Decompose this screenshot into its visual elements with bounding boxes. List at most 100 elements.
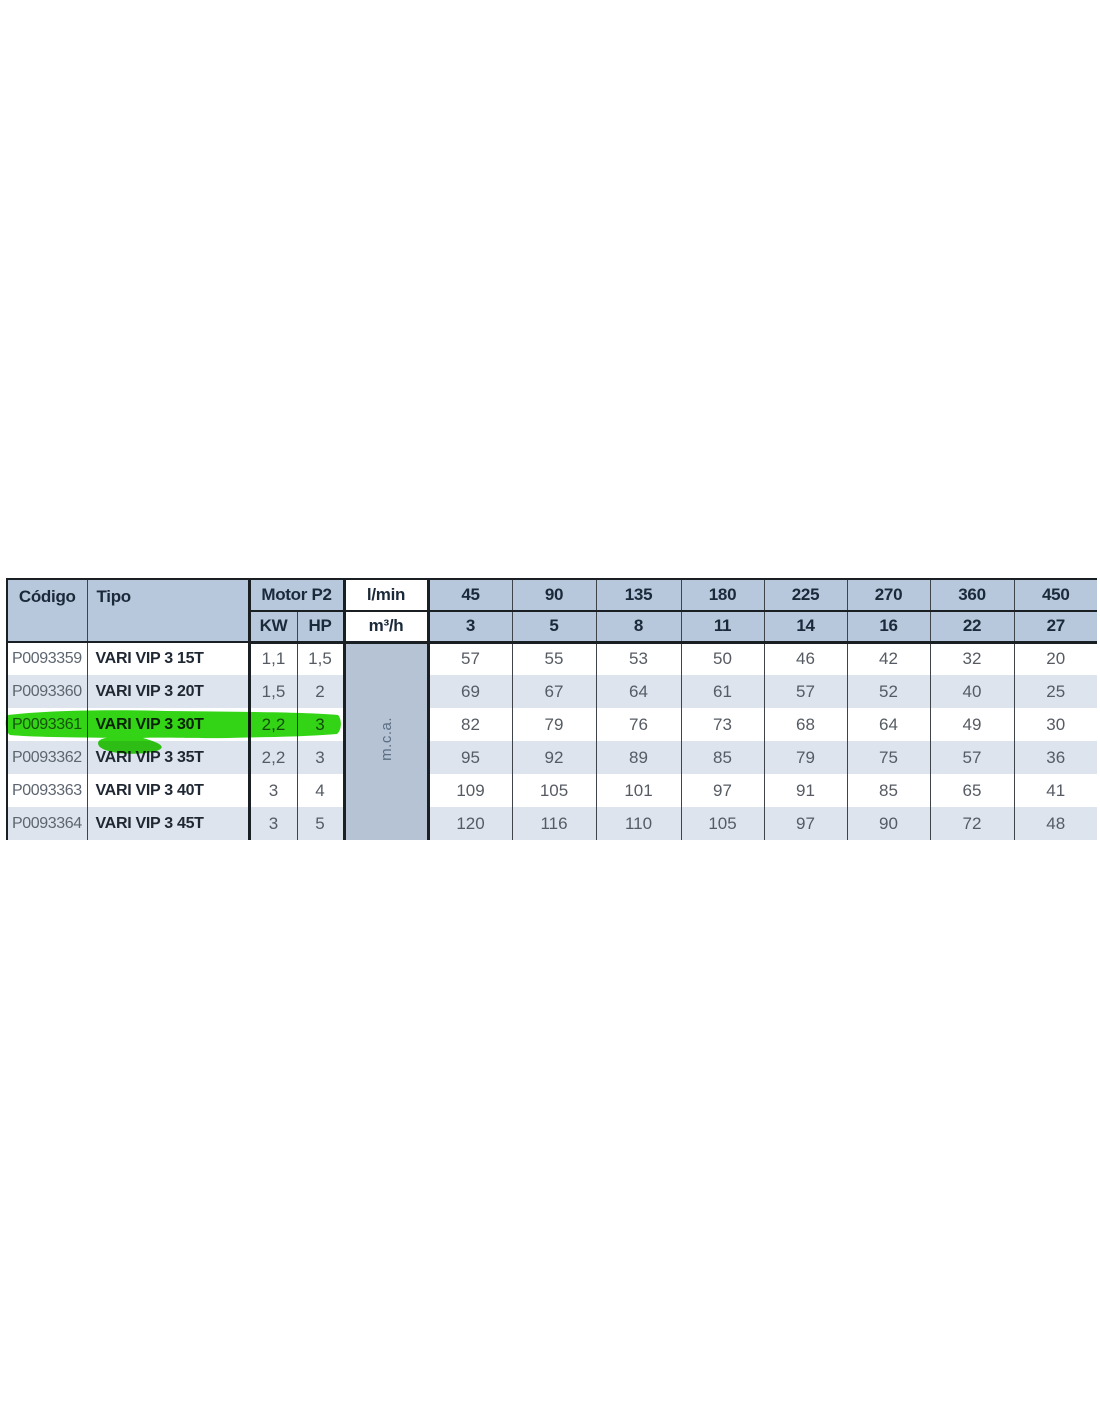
pump-spec-table-wrap: Código Tipo Motor P2 l/min 45 90 135 180… <box>6 578 1097 840</box>
header-flow-m3h: 3 <box>426 611 512 644</box>
value-cell: 109 <box>426 774 512 807</box>
value-cell: 68 <box>763 708 847 741</box>
header-m3h-unit: m³/h <box>342 611 428 644</box>
table-row: P0093362 VARI VIP 3 35T 2,2 3 95 92 89 8… <box>7 741 1097 774</box>
header-lmin-unit: l/min <box>342 579 428 612</box>
header-flow-lmin: 135 <box>595 579 681 612</box>
value-cell: 91 <box>763 774 847 807</box>
table-row: P0093359 VARI VIP 3 15T 1,1 1,5 m.c.a. 5… <box>7 642 1097 840</box>
value-cell: 82 <box>426 708 512 741</box>
header-tipo: Tipo <box>86 579 249 643</box>
value-cell: 48 <box>1013 807 1097 840</box>
hp-cell: 5 <box>296 807 344 840</box>
value-cell: 64 <box>595 675 681 708</box>
value-cell: 97 <box>680 774 764 807</box>
mca-label: m.c.a. <box>377 717 395 762</box>
kw-cell: 2,2 <box>247 741 297 774</box>
value-cell: 65 <box>929 774 1014 807</box>
codigo-cell: P0093361 <box>7 708 87 741</box>
header-flow-lmin: 450 <box>1013 579 1097 612</box>
kw-cell: 2,2 <box>247 708 297 741</box>
header-flow-m3h: 14 <box>763 611 847 644</box>
value-cell: 61 <box>680 675 764 708</box>
hp-cell: 3 <box>296 708 344 741</box>
table-body: P0093359 VARI VIP 3 15T 1,1 1,5 m.c.a. 5… <box>7 642 1097 840</box>
header-flow-m3h: 16 <box>846 611 930 644</box>
header-flow-m3h: 27 <box>1013 611 1097 644</box>
header-flow-m3h: 5 <box>511 611 596 644</box>
value-cell: 79 <box>763 741 847 774</box>
header-flow-m3h: 11 <box>680 611 764 644</box>
value-cell: 32 <box>929 642 1014 675</box>
header-flow-lmin: 45 <box>426 579 512 612</box>
tipo-cell: VARI VIP 3 30T <box>86 708 249 741</box>
header-flow-lmin: 180 <box>680 579 764 612</box>
value-cell: 49 <box>929 708 1014 741</box>
kw-cell: 3 <box>247 774 297 807</box>
value-cell: 105 <box>680 807 764 840</box>
codigo-cell: P0093364 <box>7 807 87 840</box>
value-cell: 69 <box>426 675 512 708</box>
value-cell: 95 <box>426 741 512 774</box>
kw-cell: 1,1 <box>247 642 297 675</box>
value-cell: 105 <box>511 774 596 807</box>
value-cell: 101 <box>595 774 681 807</box>
header-flow-lmin: 90 <box>511 579 596 612</box>
hp-cell: 2 <box>296 675 344 708</box>
header-flow-m3h: 8 <box>595 611 681 644</box>
value-cell: 46 <box>763 642 847 675</box>
pump-spec-table: Código Tipo Motor P2 l/min 45 90 135 180… <box>6 578 1097 840</box>
header-hp: HP <box>296 611 344 644</box>
value-cell: 97 <box>763 807 847 840</box>
value-cell: 72 <box>929 807 1014 840</box>
value-cell: 110 <box>595 807 681 840</box>
value-cell: 85 <box>846 774 930 807</box>
table-row-highlighted: P0093361 VARI VIP 3 30T 2,2 3 82 79 76 7… <box>7 708 1097 741</box>
value-cell: 57 <box>763 675 847 708</box>
value-cell: 50 <box>680 642 764 675</box>
kw-cell: 1,5 <box>247 675 297 708</box>
value-cell: 79 <box>511 708 596 741</box>
tipo-cell: VARI VIP 3 45T <box>86 807 249 840</box>
header-flow-m3h: 22 <box>929 611 1014 644</box>
kw-cell: 3 <box>247 807 297 840</box>
codigo-cell: P0093362 <box>7 741 87 774</box>
table-row: P0093364 VARI VIP 3 45T 3 5 120 116 110 … <box>7 807 1097 840</box>
mca-unit-cell: m.c.a. <box>342 642 430 840</box>
value-cell: 52 <box>846 675 930 708</box>
value-cell: 116 <box>511 807 596 840</box>
tipo-cell: VARI VIP 3 40T <box>86 774 249 807</box>
value-cell: 53 <box>595 642 681 675</box>
header-flow-lmin: 270 <box>846 579 930 612</box>
hp-cell: 3 <box>296 741 344 774</box>
value-cell: 90 <box>846 807 930 840</box>
hp-cell: 4 <box>296 774 344 807</box>
value-cell: 57 <box>929 741 1014 774</box>
value-cell: 75 <box>846 741 930 774</box>
codigo-cell: P0093359 <box>7 642 87 675</box>
tipo-cell: VARI VIP 3 20T <box>86 675 249 708</box>
tipo-cell: VARI VIP 3 15T <box>86 642 249 675</box>
header-row-m3h: KW HP m³/h 3 5 8 11 14 16 22 27 <box>7 611 1097 644</box>
hp-cell: 1,5 <box>296 642 344 675</box>
value-cell: 57 <box>426 642 512 675</box>
value-cell: 120 <box>426 807 512 840</box>
value-cell: 76 <box>595 708 681 741</box>
header-codigo: Código <box>7 579 87 643</box>
value-cell: 36 <box>1013 741 1097 774</box>
value-cell: 25 <box>1013 675 1097 708</box>
value-cell: 89 <box>595 741 681 774</box>
value-cell: 42 <box>846 642 930 675</box>
value-cell: 30 <box>1013 708 1097 741</box>
header-flow-lmin: 225 <box>763 579 847 612</box>
value-cell: 85 <box>680 741 764 774</box>
value-cell: 55 <box>511 642 596 675</box>
header-row-lmin: Código Tipo Motor P2 l/min 45 90 135 180… <box>7 579 1097 643</box>
value-cell: 41 <box>1013 774 1097 807</box>
value-cell: 92 <box>511 741 596 774</box>
table-header: Código Tipo Motor P2 l/min 45 90 135 180… <box>7 579 1097 644</box>
value-cell: 40 <box>929 675 1014 708</box>
value-cell: 73 <box>680 708 764 741</box>
table-row: P0093360 VARI VIP 3 20T 1,5 2 69 67 64 6… <box>7 675 1097 708</box>
